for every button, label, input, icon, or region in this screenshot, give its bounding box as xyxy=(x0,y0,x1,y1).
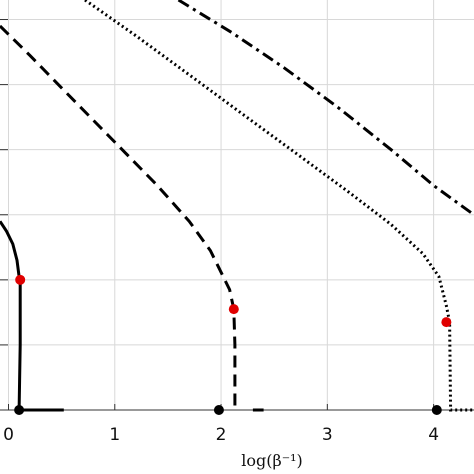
series-dotted-red-point xyxy=(441,317,452,328)
x-tick-label-1: 1 xyxy=(109,425,120,445)
gridlines xyxy=(0,0,474,411)
series-dashed-red-point xyxy=(228,304,239,315)
series-solid-black-point xyxy=(14,405,25,415)
series-solid-red-point xyxy=(15,274,26,285)
x-tick-labels: 0 1 2 3 4 xyxy=(3,425,439,445)
x-tick-label-4: 4 xyxy=(428,425,439,445)
series-dashdot-line xyxy=(177,0,474,217)
x-tick-label-0: 0 xyxy=(3,425,14,445)
x-tick-label-2: 2 xyxy=(216,425,227,445)
markers xyxy=(14,274,452,415)
x-axis-label: log(β⁻¹) xyxy=(241,451,303,470)
curves xyxy=(0,0,474,412)
x-tick-label-3: 3 xyxy=(322,425,333,445)
series-solid-line xyxy=(0,220,64,412)
series-dotted-black-point xyxy=(431,405,442,415)
series-dotted-line xyxy=(84,0,474,412)
series-dashed-black-point xyxy=(213,405,224,415)
